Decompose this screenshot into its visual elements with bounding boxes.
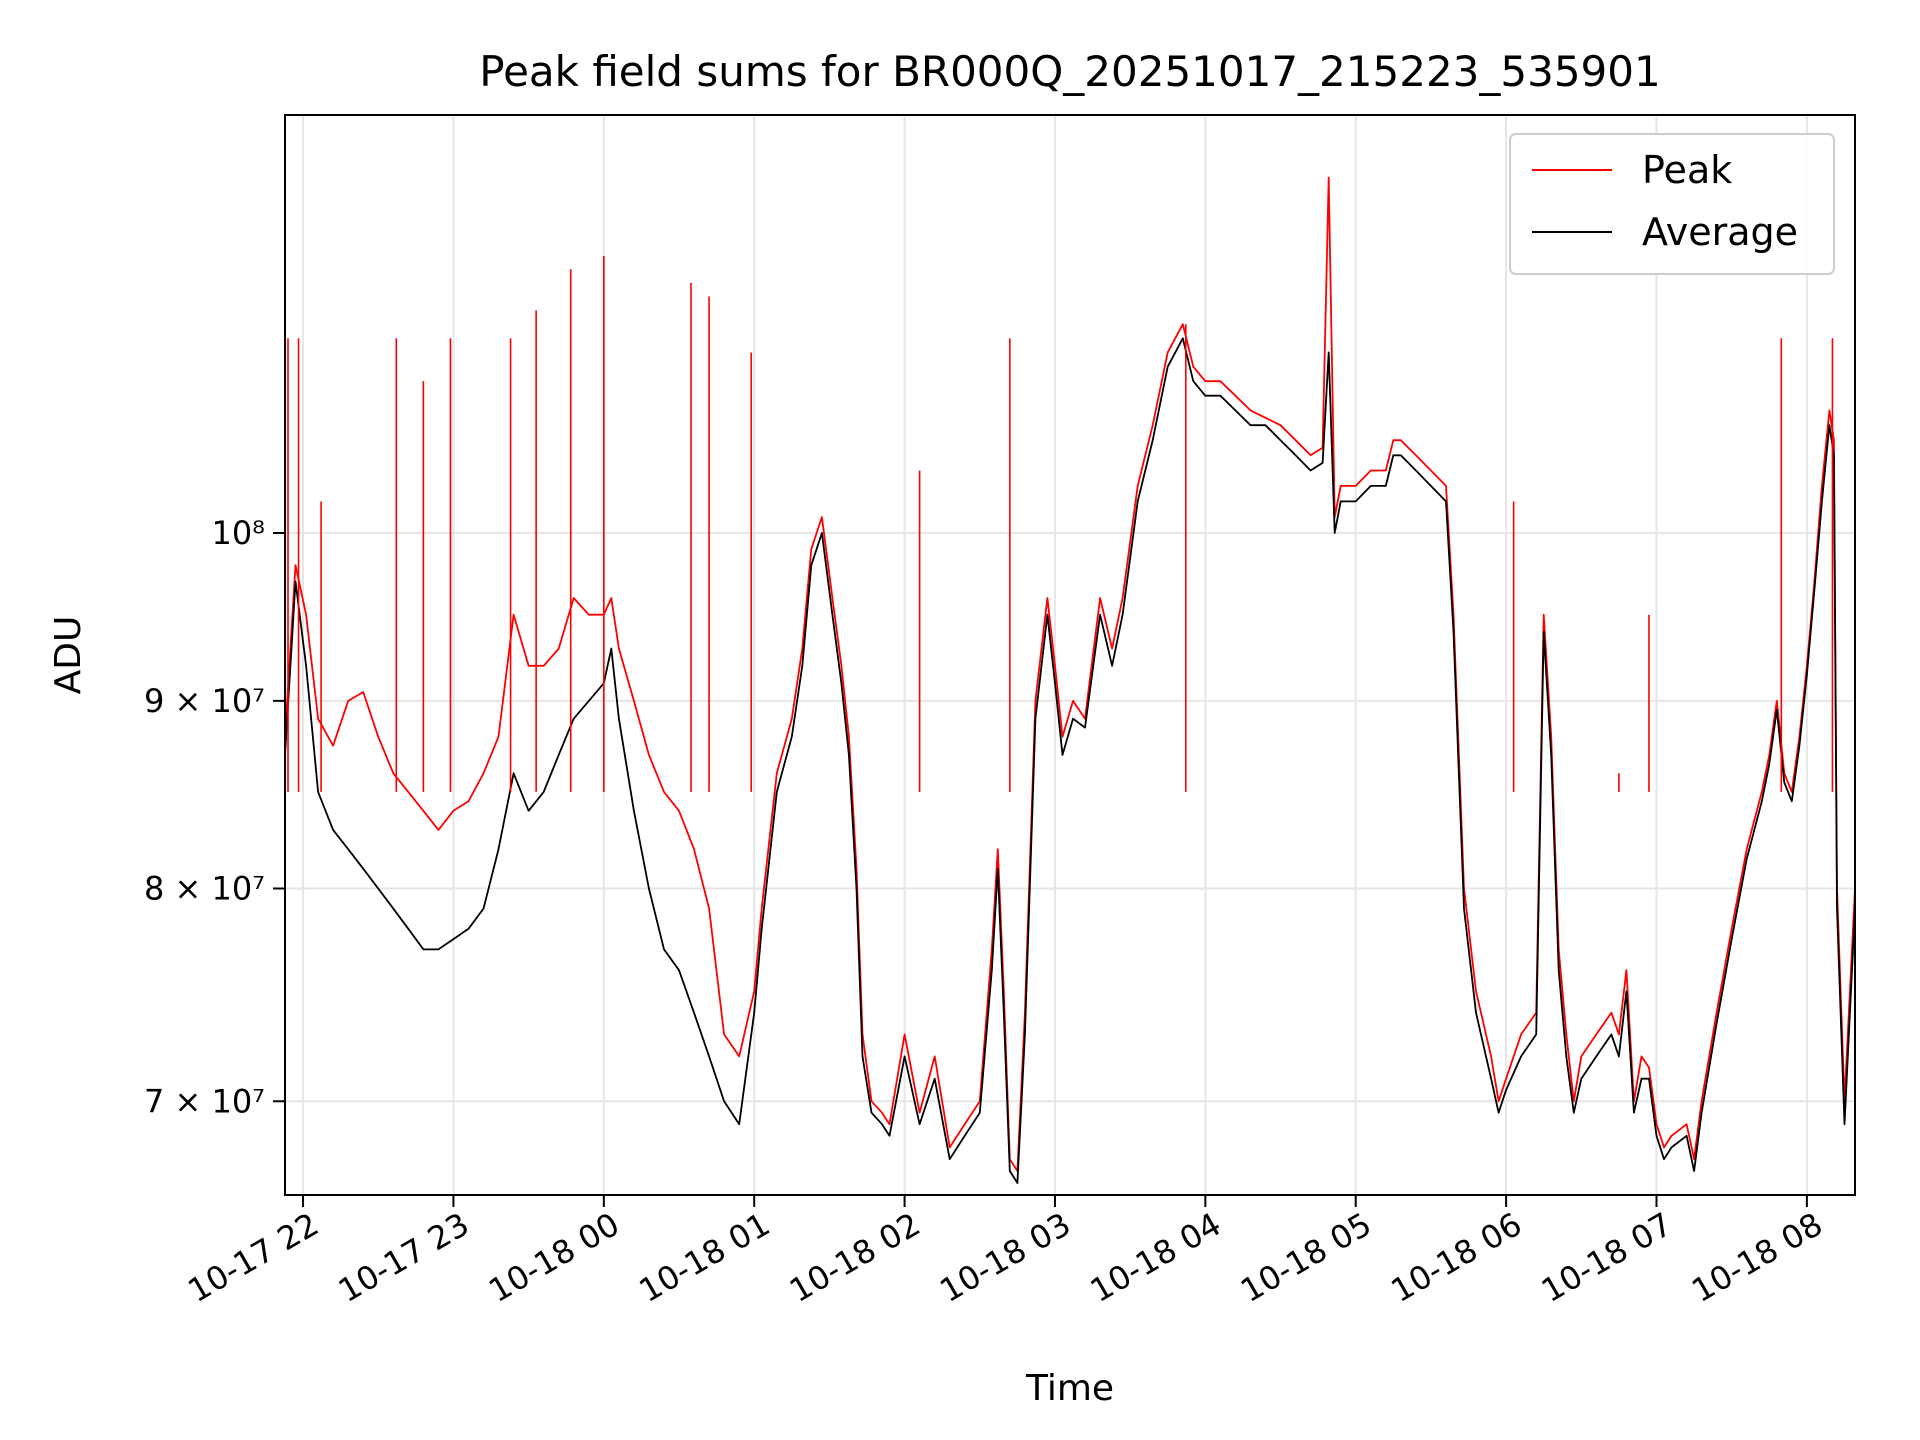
chart-title: Peak field sums for BR000Q_20251017_2152… <box>479 47 1660 96</box>
series-line-average <box>284 337 1856 1184</box>
x-axis-label: Time <box>1025 1368 1114 1409</box>
y-tick-label: 7 × 10⁷ <box>144 1082 265 1120</box>
y-tick-label: 10⁸ <box>211 514 265 552</box>
y-tick-label: 8 × 10⁷ <box>144 870 265 908</box>
y-tick-label: 9 × 10⁷ <box>144 682 265 720</box>
y-axis: 7 × 10⁷ 8 × 10⁷ 9 × 10⁷ 10⁸ <box>144 514 285 1120</box>
plot-frame <box>284 114 1856 1196</box>
legend-peak-label: Peak <box>1642 148 1732 192</box>
series-line-peak <box>284 176 1856 1172</box>
y-axis-label: ADU <box>48 616 89 695</box>
legend: Peak Average <box>1509 133 1835 275</box>
series-layer <box>284 176 1856 1184</box>
legend-average-label: Average <box>1642 210 1798 254</box>
